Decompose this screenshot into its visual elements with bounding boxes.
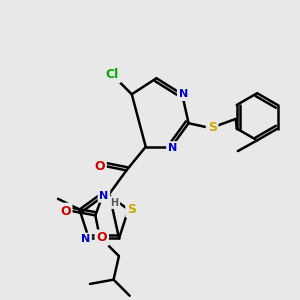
- Text: N: N: [99, 191, 109, 201]
- Text: N: N: [178, 89, 188, 99]
- Text: S: S: [127, 203, 136, 216]
- Text: O: O: [60, 205, 71, 218]
- Text: N: N: [81, 234, 90, 244]
- Text: S: S: [208, 121, 217, 134]
- Text: O: O: [94, 160, 105, 172]
- Text: O: O: [97, 231, 107, 244]
- Text: N: N: [168, 143, 177, 153]
- Text: H: H: [111, 197, 119, 208]
- Text: Cl: Cl: [106, 68, 119, 82]
